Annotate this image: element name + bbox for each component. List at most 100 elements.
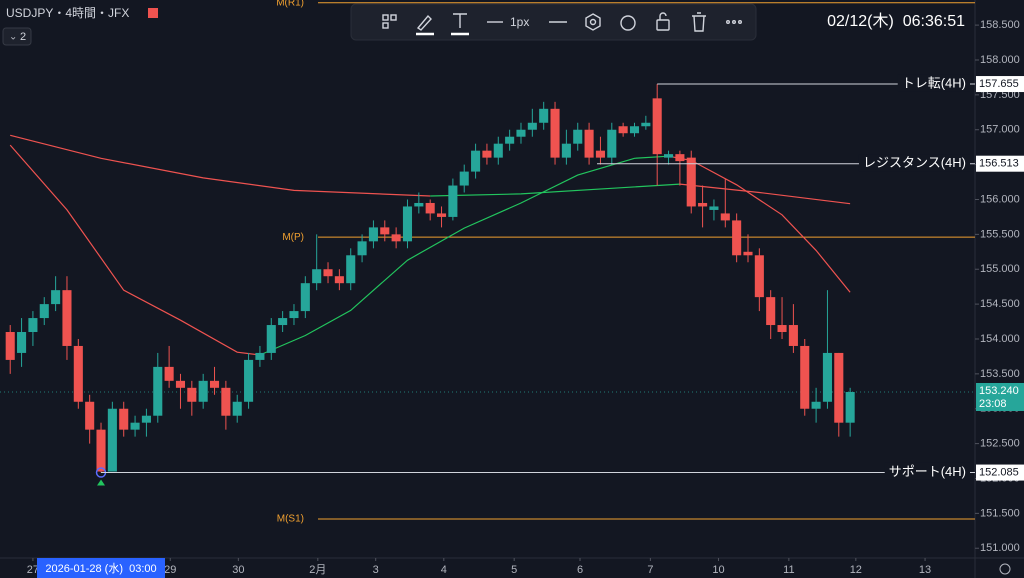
plot: M(R1) M(P) M(S1) トレ転(4H) レジスタンス(4H) サポート(4H) xyxy=(0,0,975,525)
annotation-price: 157.655 xyxy=(979,78,1019,90)
candle-body xyxy=(607,129,617,158)
icon-alert[interactable] xyxy=(620,15,636,31)
icon-lock[interactable] xyxy=(656,19,670,31)
candle-body xyxy=(448,185,458,217)
icon-settings[interactable] xyxy=(585,13,601,31)
candle-body xyxy=(368,227,378,242)
icon-delete[interactable] xyxy=(692,12,706,32)
candle-body xyxy=(675,154,685,162)
moving-average xyxy=(9,144,260,356)
y-tick-label: 154.000 xyxy=(980,333,1020,345)
candle-body xyxy=(300,283,310,312)
last-price-label: 153.240 xyxy=(979,385,1019,397)
y-tick-label: 155.500 xyxy=(980,228,1020,240)
settings-button[interactable] xyxy=(999,563,1011,575)
line-width[interactable]: 1px xyxy=(510,15,529,29)
y-tick-label: 153.500 xyxy=(980,368,1020,380)
candle-body xyxy=(278,318,288,326)
candle-body xyxy=(198,380,208,402)
pivot-label: M(P) xyxy=(282,232,304,243)
candle-body xyxy=(51,290,61,305)
clock: 02/12(木) 06:36:51 xyxy=(827,12,965,30)
candle-body xyxy=(323,269,333,277)
candle-body xyxy=(834,352,844,423)
candle-body xyxy=(357,241,367,256)
candle-body xyxy=(5,332,15,360)
moving-average xyxy=(10,134,431,197)
y-tick-label: 155.000 xyxy=(980,263,1020,275)
candle-body xyxy=(62,290,72,346)
candle-body xyxy=(482,150,492,158)
candle-body xyxy=(788,325,798,346)
countdown: 23:08 xyxy=(979,398,1007,410)
cursor-time: 2026-01-28 (水) 03:00 xyxy=(45,562,156,575)
annotation-price-box xyxy=(976,464,1024,481)
pane-button[interactable] xyxy=(2,27,32,46)
annotation-label: サポート(4H) xyxy=(889,464,966,479)
icon-add[interactable] xyxy=(382,14,389,21)
candle-body xyxy=(380,227,390,235)
pane-count: 2 xyxy=(20,31,26,43)
x-tick-label: 30 xyxy=(232,564,244,576)
x-tick-label: 11 xyxy=(783,564,794,576)
candle-body xyxy=(550,108,560,158)
candle-body xyxy=(686,157,696,207)
x-tick-label: 6 xyxy=(577,564,583,576)
candle-body xyxy=(584,129,594,158)
candle-body xyxy=(573,129,583,144)
candle-body xyxy=(28,318,38,333)
icon-more[interactable] xyxy=(732,20,737,25)
candle-body xyxy=(96,429,106,472)
annotation-label: レジスタンス(4H) xyxy=(863,155,966,170)
candle-body xyxy=(153,366,163,416)
candle-body xyxy=(232,401,242,416)
symbol-title: USDJPY・4時間・JFX xyxy=(6,6,129,20)
candle-body xyxy=(119,408,129,430)
candle-body xyxy=(527,122,537,130)
candle-body xyxy=(221,387,231,416)
candle-body xyxy=(595,150,605,158)
x-tick-label: 4 xyxy=(441,564,447,576)
candle-body xyxy=(187,387,197,402)
candle-body xyxy=(822,352,832,402)
candle-body xyxy=(471,150,481,172)
candle-body xyxy=(561,143,571,158)
y-tick-label: 151.000 xyxy=(980,542,1020,554)
candle-body xyxy=(244,359,254,402)
candle-body xyxy=(255,352,265,360)
candle-body xyxy=(811,401,821,409)
candle-body xyxy=(766,297,776,326)
candle-body xyxy=(402,206,413,242)
annotation-label: トレ転(4H) xyxy=(902,75,966,90)
candle-body xyxy=(141,415,151,423)
x-tick-label: 12 xyxy=(850,564,862,576)
y-tick-label: 152.500 xyxy=(980,438,1020,450)
candle-body xyxy=(720,213,730,221)
y-tick-label: 156.000 xyxy=(980,193,1020,205)
flag-icon[interactable] xyxy=(148,8,158,18)
icon-text[interactable] xyxy=(453,13,467,28)
y-tick-label: 157.000 xyxy=(980,124,1020,136)
annotation-label-bg xyxy=(884,462,970,480)
moving-average xyxy=(430,183,680,197)
candle-body xyxy=(698,202,708,207)
candle-body xyxy=(459,171,469,186)
pivot-label: M(R1) xyxy=(276,0,304,8)
y-tick-label: 154.500 xyxy=(980,298,1020,310)
candle-body xyxy=(743,251,753,256)
last-price-box xyxy=(976,382,1024,411)
low-arrow xyxy=(97,479,106,486)
candle-body xyxy=(493,143,503,158)
x-tick-label: 10 xyxy=(712,564,724,576)
candle-body xyxy=(754,255,764,298)
candle-body xyxy=(539,108,549,123)
candle-body xyxy=(334,276,344,284)
annotation-label-bg xyxy=(897,74,970,92)
candle-body xyxy=(266,325,276,353)
icon-pen[interactable] xyxy=(416,14,432,31)
annotation-label-bg xyxy=(858,154,970,172)
x-tick-label: 5 xyxy=(511,564,517,576)
x-tick-label: 7 xyxy=(647,564,653,576)
candle-body xyxy=(505,136,515,144)
